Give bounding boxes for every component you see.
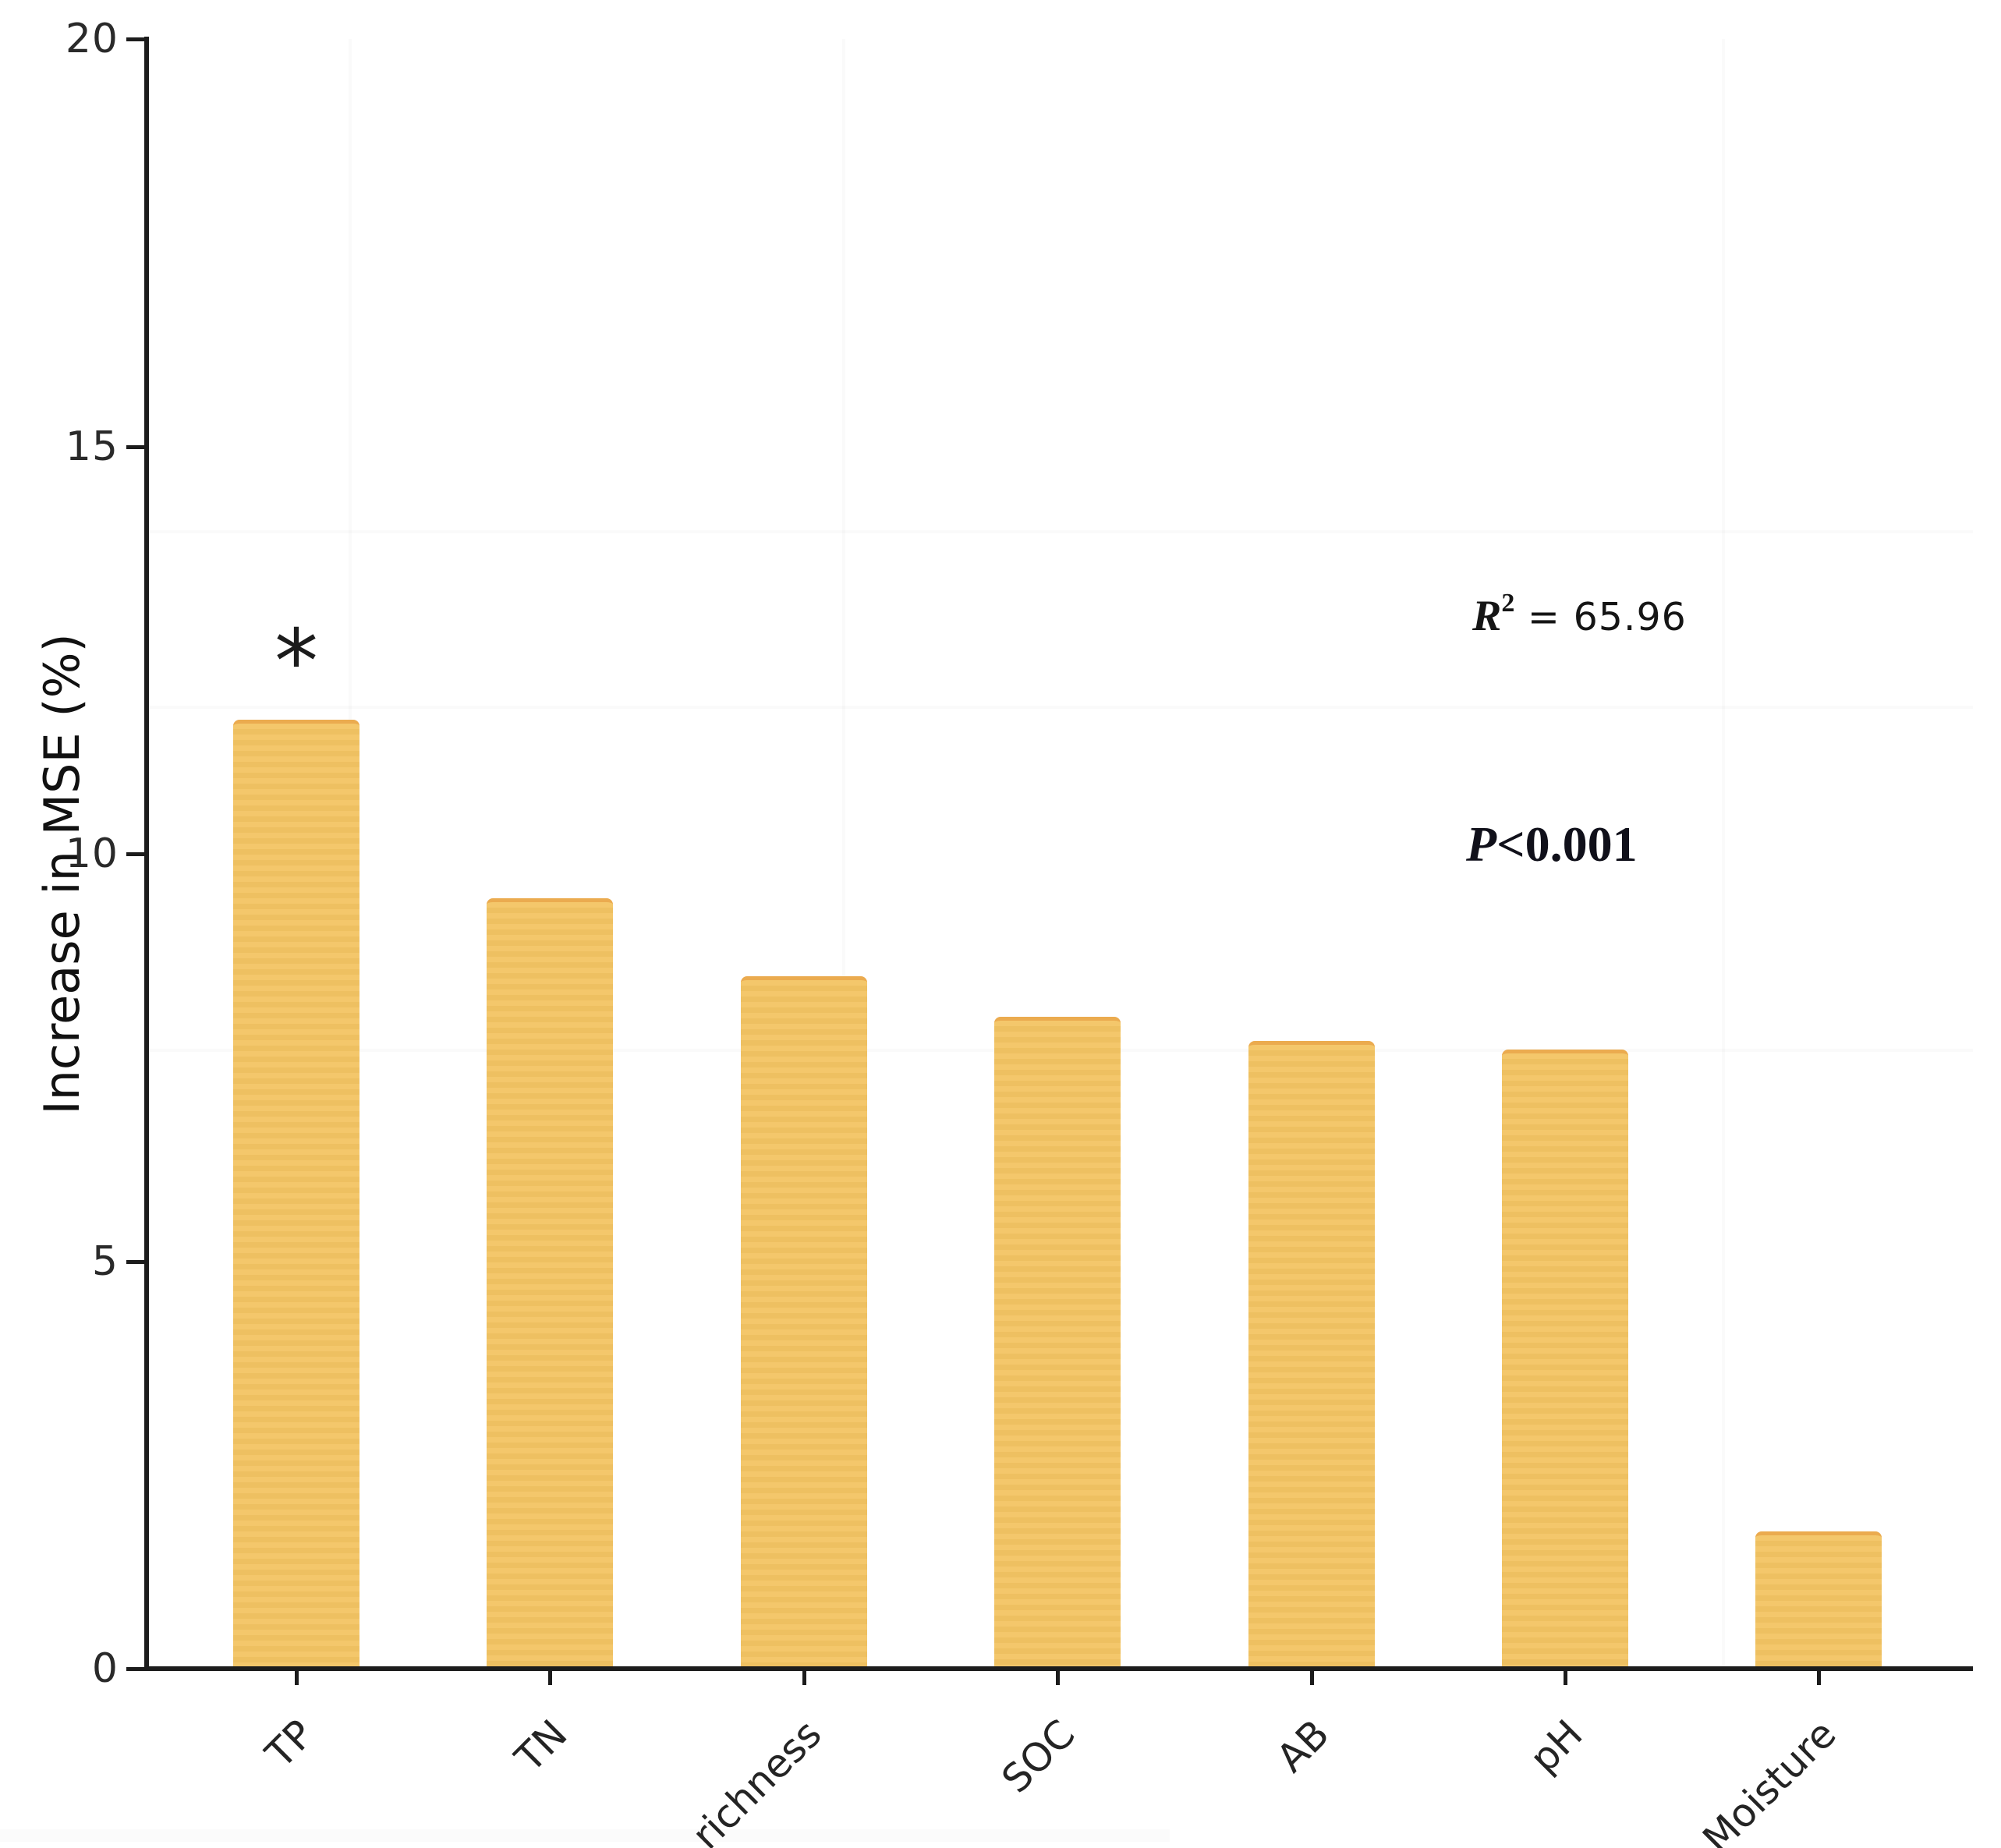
gridline-artifact: [149, 530, 1973, 533]
y-tick-label: 10: [65, 830, 119, 877]
p-value-symbol: P: [1466, 816, 1497, 872]
x-tick-mark: [1817, 1671, 1822, 1685]
y-tick-label: 0: [91, 1645, 119, 1692]
x-axis-line: [144, 1666, 1973, 1671]
x-tick-mark: [1564, 1671, 1567, 1685]
r-squared-symbol: R: [1472, 592, 1502, 640]
r-squared-exponent: 2: [1501, 589, 1515, 618]
x-category-label: richness: [683, 1711, 831, 1848]
y-tick-label: 5: [91, 1237, 119, 1285]
significance-asterisk: *: [274, 611, 318, 713]
x-tick-mark: [1309, 1671, 1314, 1685]
y-tick-mark: [126, 444, 145, 449]
y-axis-line: [144, 37, 149, 1671]
x-category-label: AB: [1267, 1711, 1338, 1782]
x-category-label: TP: [257, 1711, 323, 1777]
x-category-label: Moisture: [1694, 1711, 1845, 1848]
r-squared-value: = 65.96: [1514, 595, 1687, 639]
y-tick-mark: [126, 1667, 145, 1671]
x-category-label: TN: [506, 1711, 576, 1781]
x-category-label: SOC: [993, 1711, 1084, 1802]
x-tick-mark: [802, 1671, 806, 1685]
gridline-artifact: [1722, 39, 1725, 1666]
x-tick-mark: [295, 1671, 299, 1685]
y-tick-mark: [126, 37, 145, 41]
x-tick-mark: [1056, 1671, 1061, 1685]
r-squared-annotation: R2 = 65.96: [1472, 579, 1687, 643]
bar: [1248, 1041, 1375, 1669]
gridline-artifact: [149, 706, 1973, 709]
y-tick-label: 20: [65, 16, 119, 62]
x-category-label: pH: [1521, 1711, 1592, 1782]
p-value-annotation: P<0.001: [1466, 817, 1638, 872]
bar: [1502, 1049, 1628, 1669]
y-tick-mark: [126, 852, 145, 856]
bar: [233, 719, 359, 1669]
bar: [994, 1017, 1121, 1669]
bar: [487, 898, 614, 1669]
y-tick-label: 15: [65, 423, 119, 470]
x-tick-mark: [548, 1671, 553, 1685]
p-value-text: <0.001: [1496, 816, 1638, 872]
y-tick-mark: [126, 1259, 145, 1264]
bar: [740, 975, 867, 1669]
bar: [1755, 1531, 1882, 1669]
